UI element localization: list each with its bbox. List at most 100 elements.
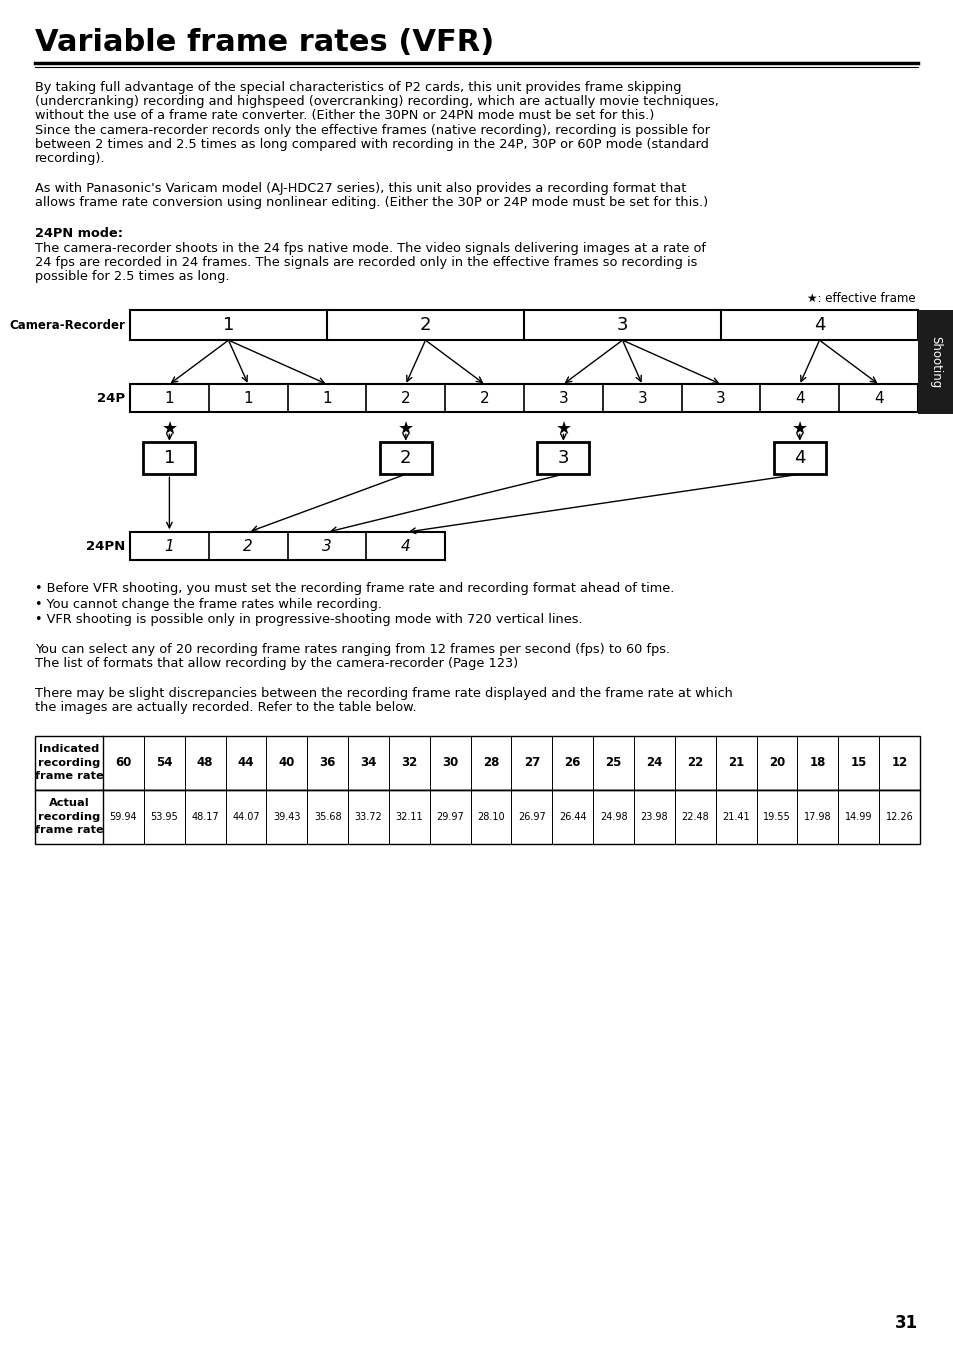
Text: 19.55: 19.55 — [762, 811, 790, 822]
Bar — [917, 310, 953, 414]
Text: 12: 12 — [890, 756, 906, 769]
Text: 22: 22 — [686, 756, 702, 769]
Text: 4: 4 — [813, 317, 824, 334]
Text: 27: 27 — [523, 756, 539, 769]
Text: 3: 3 — [322, 539, 332, 554]
Bar — [773, 443, 825, 474]
Text: 35.68: 35.68 — [314, 811, 341, 822]
Text: 4: 4 — [794, 391, 803, 406]
Text: 53.95: 53.95 — [151, 811, 178, 822]
Text: 39.43: 39.43 — [273, 811, 300, 822]
Text: Shooting: Shooting — [928, 336, 942, 389]
Text: 2: 2 — [399, 450, 411, 467]
Text: 31: 31 — [894, 1313, 917, 1332]
Text: 26: 26 — [564, 756, 580, 769]
Text: • Before VFR shooting, you must set the recording frame rate and recording forma: • Before VFR shooting, you must set the … — [35, 582, 674, 596]
Text: ★: ★ — [397, 420, 414, 439]
Text: The list of formats that allow recording by the camera-recorder (Page 123): The list of formats that allow recording… — [35, 657, 517, 670]
Text: 17.98: 17.98 — [803, 811, 831, 822]
Text: 28.10: 28.10 — [476, 811, 504, 822]
Text: 1: 1 — [165, 391, 174, 406]
Text: 23.98: 23.98 — [640, 811, 668, 822]
Bar — [143, 443, 195, 474]
Text: 40: 40 — [278, 756, 294, 769]
Text: 48: 48 — [196, 756, 213, 769]
Text: 36: 36 — [319, 756, 335, 769]
Text: 21: 21 — [727, 756, 743, 769]
Text: 4: 4 — [873, 391, 882, 406]
Text: 25: 25 — [605, 756, 621, 769]
Text: 1: 1 — [164, 450, 175, 467]
Text: 2: 2 — [243, 539, 253, 554]
Text: Since the camera-recorder records only the effective frames (native recording), : Since the camera-recorder records only t… — [35, 123, 709, 137]
Text: 1: 1 — [164, 539, 174, 554]
Text: You can select any of 20 recording frame rates ranging from 12 frames per second: You can select any of 20 recording frame… — [35, 643, 669, 655]
Text: 60: 60 — [115, 756, 132, 769]
Text: 32: 32 — [401, 756, 417, 769]
Text: 3: 3 — [558, 391, 568, 406]
Text: 54: 54 — [156, 756, 172, 769]
Text: allows frame rate conversion using nonlinear editing. (Either the 30P or 24P mod: allows frame rate conversion using nonli… — [35, 196, 707, 210]
Text: 30: 30 — [441, 756, 457, 769]
Bar — [537, 443, 589, 474]
Text: 18: 18 — [809, 756, 825, 769]
Text: 24PN mode:: 24PN mode: — [35, 226, 123, 240]
Text: 28: 28 — [482, 756, 498, 769]
Text: 1: 1 — [243, 391, 253, 406]
Text: 12.26: 12.26 — [884, 811, 912, 822]
Text: • You cannot change the frame rates while recording.: • You cannot change the frame rates whil… — [35, 597, 381, 611]
Text: 21.41: 21.41 — [721, 811, 749, 822]
Text: 26.97: 26.97 — [517, 811, 545, 822]
Text: 3: 3 — [637, 391, 646, 406]
Text: 32.11: 32.11 — [395, 811, 423, 822]
Text: • VFR shooting is possible only in progressive-shooting mode with 720 vertical l: • VFR shooting is possible only in progr… — [35, 613, 582, 626]
Bar — [35, 789, 919, 844]
Text: The camera-recorder shoots in the 24 fps native mode. The video signals deliveri: The camera-recorder shoots in the 24 fps… — [35, 241, 705, 255]
Text: 1: 1 — [223, 317, 233, 334]
Bar — [130, 310, 917, 340]
Text: between 2 times and 2.5 times as long compared with recording in the 24P, 30P or: between 2 times and 2.5 times as long co… — [35, 138, 708, 150]
Text: 2: 2 — [419, 317, 431, 334]
Text: As with Panasonic's Varicam model (AJ-HDC27 series), this unit also provides a r: As with Panasonic's Varicam model (AJ-HD… — [35, 183, 685, 195]
Text: 33.72: 33.72 — [355, 811, 382, 822]
Text: ★: ★ — [791, 420, 807, 439]
Text: Indicated
recording
frame rate: Indicated recording frame rate — [34, 745, 103, 781]
Text: without the use of a frame rate converter. (Either the 30PN or 24PN mode must be: without the use of a frame rate converte… — [35, 110, 654, 122]
Text: 2: 2 — [400, 391, 410, 406]
Text: 34: 34 — [360, 756, 376, 769]
Text: the images are actually recorded. Refer to the table below.: the images are actually recorded. Refer … — [35, 701, 416, 715]
Text: ★: ★ — [555, 420, 571, 439]
Bar — [35, 735, 919, 789]
Text: 24 fps are recorded in 24 frames. The signals are recorded only in the effective: 24 fps are recorded in 24 frames. The si… — [35, 256, 697, 269]
Text: 24: 24 — [645, 756, 662, 769]
Text: ★: effective frame: ★: effective frame — [806, 292, 915, 305]
Text: (undercranking) recording and highspeed (overcranking) recording, which are actu: (undercranking) recording and highspeed … — [35, 95, 719, 108]
Text: There may be slight discrepancies between the recording frame rate displayed and: There may be slight discrepancies betwee… — [35, 686, 732, 700]
Text: 3: 3 — [558, 450, 569, 467]
Text: 24.98: 24.98 — [599, 811, 627, 822]
Text: 15: 15 — [850, 756, 866, 769]
Text: 3: 3 — [616, 317, 628, 334]
Text: 59.94: 59.94 — [110, 811, 137, 822]
Text: 44: 44 — [237, 756, 253, 769]
Text: 1: 1 — [322, 391, 332, 406]
Text: 44.07: 44.07 — [232, 811, 259, 822]
Text: Variable frame rates (VFR): Variable frame rates (VFR) — [35, 28, 494, 57]
Text: 48.17: 48.17 — [192, 811, 218, 822]
Text: 22.48: 22.48 — [680, 811, 708, 822]
Bar — [379, 443, 432, 474]
Text: possible for 2.5 times as long.: possible for 2.5 times as long. — [35, 269, 230, 283]
Text: 2: 2 — [479, 391, 489, 406]
Text: 24PN: 24PN — [86, 540, 125, 552]
Text: 24P: 24P — [97, 391, 125, 405]
Text: ★: ★ — [161, 420, 177, 439]
Text: 4: 4 — [400, 539, 410, 554]
Text: 26.44: 26.44 — [558, 811, 586, 822]
Text: By taking full advantage of the special characteristics of P2 cards, this unit p: By taking full advantage of the special … — [35, 81, 680, 93]
Text: recording).: recording). — [35, 152, 106, 165]
Text: 3: 3 — [716, 391, 725, 406]
Text: 29.97: 29.97 — [436, 811, 463, 822]
Text: 20: 20 — [768, 756, 784, 769]
Bar — [130, 385, 917, 412]
Text: 4: 4 — [793, 450, 804, 467]
